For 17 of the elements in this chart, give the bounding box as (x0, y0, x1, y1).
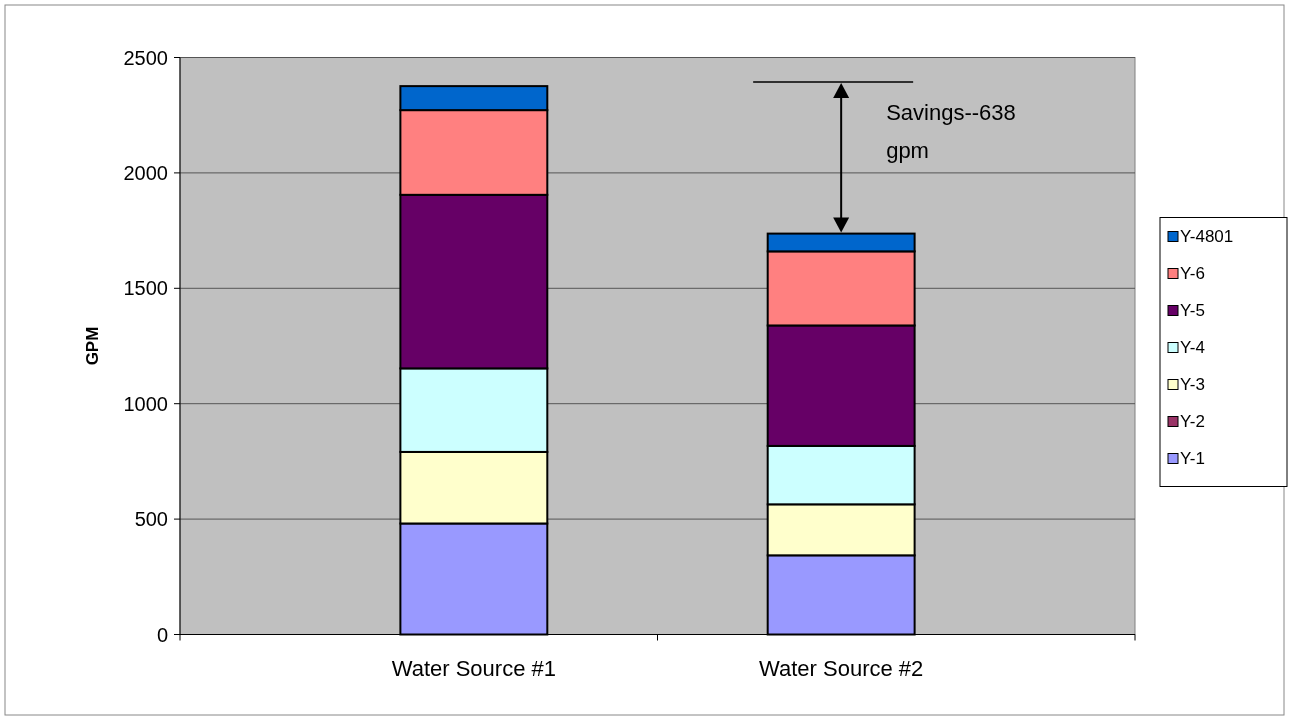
x-tick-label: Water Source #2 (759, 655, 924, 681)
y-axis-title: GPM (83, 326, 102, 366)
legend-label: Y-5 (1180, 301, 1205, 321)
legend-label: Y-3 (1180, 375, 1205, 395)
legend-label: Y-2 (1180, 412, 1205, 432)
annotation: Savings--638 gpm (886, 100, 1016, 164)
y-tick-label: 1000 (123, 392, 168, 415)
y-tick-label: 1500 (123, 277, 168, 300)
legend-label: Y-6 (1180, 264, 1205, 284)
y-tick-label: 0 (156, 623, 168, 646)
legend-label: Y-1 (1180, 449, 1205, 469)
x-tick-label: Water Source #1 (391, 655, 556, 681)
legend-label: Y-4 (1180, 338, 1205, 358)
y-tick-label: 2500 (123, 46, 168, 69)
y-tick-label: 2000 (123, 161, 168, 184)
legend-label: Y-4801 (1180, 227, 1234, 247)
y-tick-label: 500 (134, 508, 168, 531)
